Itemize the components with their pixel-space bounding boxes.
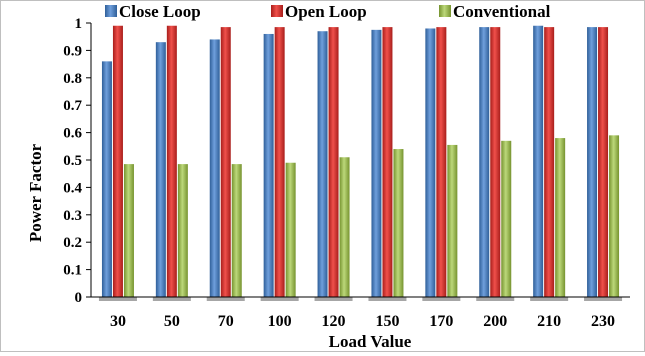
- bar-conventional-200: [501, 140, 512, 297]
- x-tick-label: 150: [375, 313, 399, 330]
- bar-conventional-120: [339, 157, 350, 297]
- category-floor: [422, 297, 461, 301]
- x-axis: 30 50 70 100 120 150 170 200 210 230: [91, 296, 630, 330]
- y-tick-label: 0.3: [63, 208, 82, 224]
- category-floor: [260, 297, 299, 301]
- bar-close-loop-230: [587, 27, 598, 298]
- y-tick-label: 0.6: [63, 126, 82, 142]
- bar-conventional-170: [447, 144, 458, 297]
- bar-open-loop-230: [598, 27, 609, 298]
- bar-close-loop-150: [371, 29, 382, 297]
- x-tick-label: 170: [429, 313, 453, 330]
- bar-conventional-230: [609, 135, 620, 297]
- x-tick-label: 30: [110, 313, 126, 330]
- category-floor: [476, 297, 515, 301]
- bar-conventional-30: [123, 164, 134, 297]
- legend-swatch: [271, 5, 283, 17]
- category-floor: [584, 297, 623, 301]
- legend-label: Close Loop: [119, 2, 201, 21]
- category-floor: [98, 297, 137, 301]
- bar-close-loop-30: [101, 61, 112, 297]
- bar-conventional-150: [393, 149, 404, 297]
- bar-close-loop-100: [263, 33, 274, 298]
- bar-open-loop-50: [166, 25, 177, 298]
- x-tick-label: 100: [268, 313, 292, 330]
- bar-open-loop-210: [544, 27, 555, 298]
- bar-open-loop-100: [274, 27, 285, 298]
- bar-open-loop-200: [490, 27, 501, 298]
- category-floor: [206, 297, 245, 301]
- bar-open-loop-30: [112, 25, 123, 298]
- x-tick-label: 70: [218, 313, 234, 330]
- bar-close-loop-170: [425, 28, 436, 297]
- y-tick-label: 0.8: [63, 71, 82, 87]
- y-tick-label: 0: [75, 290, 83, 306]
- category-floor: [314, 297, 353, 301]
- category-floor: [152, 297, 191, 301]
- x-tick-label: 200: [483, 313, 507, 330]
- y-tick-label: 0.2: [63, 235, 82, 251]
- y-tick-label: 0.5: [63, 153, 82, 169]
- legend-swatch: [439, 5, 451, 17]
- bar-close-loop-200: [479, 27, 490, 298]
- legend-swatch: [105, 5, 117, 17]
- bar-conventional-210: [555, 138, 566, 297]
- bar-conventional-70: [231, 164, 242, 297]
- legend-label: Open Loop: [285, 2, 367, 21]
- bar-close-loop-70: [209, 39, 220, 297]
- y-tick-label: 0.9: [63, 43, 82, 59]
- bar-close-loop-50: [155, 42, 166, 298]
- y-tick-label: 0.7: [63, 98, 82, 114]
- y-axis-label: Power Factor: [26, 143, 45, 242]
- bar-close-loop-120: [317, 31, 328, 297]
- bar-conventional-50: [177, 164, 188, 297]
- x-tick-label: 210: [537, 313, 561, 330]
- bar-open-loop-170: [436, 27, 447, 298]
- bar-close-loop-210: [533, 25, 544, 298]
- y-tick-label: 1: [75, 16, 83, 32]
- x-tick-label: 230: [591, 313, 615, 330]
- bar-open-loop-70: [220, 27, 231, 298]
- y-tick-label: 0.1: [63, 263, 82, 279]
- y-axis: 0 0.1 0.2 0.3 0.4 0.5 0.6 0.7 0.8 0.9 1: [63, 16, 92, 306]
- x-tick-label: 50: [164, 313, 180, 330]
- bar-conventional-100: [285, 162, 296, 297]
- x-axis-label: Load Value: [329, 332, 412, 351]
- bar-open-loop-120: [328, 27, 339, 298]
- category-floor: [368, 297, 407, 301]
- y-tick-label: 0.4: [63, 180, 82, 196]
- category-floor: [530, 297, 569, 301]
- legend-label: Conventional: [453, 2, 551, 21]
- bar-open-loop-150: [382, 27, 393, 298]
- legend: Close Loop Open Loop Conventional: [105, 2, 551, 21]
- x-tick-label: 120: [322, 313, 346, 330]
- bars: [98, 25, 623, 301]
